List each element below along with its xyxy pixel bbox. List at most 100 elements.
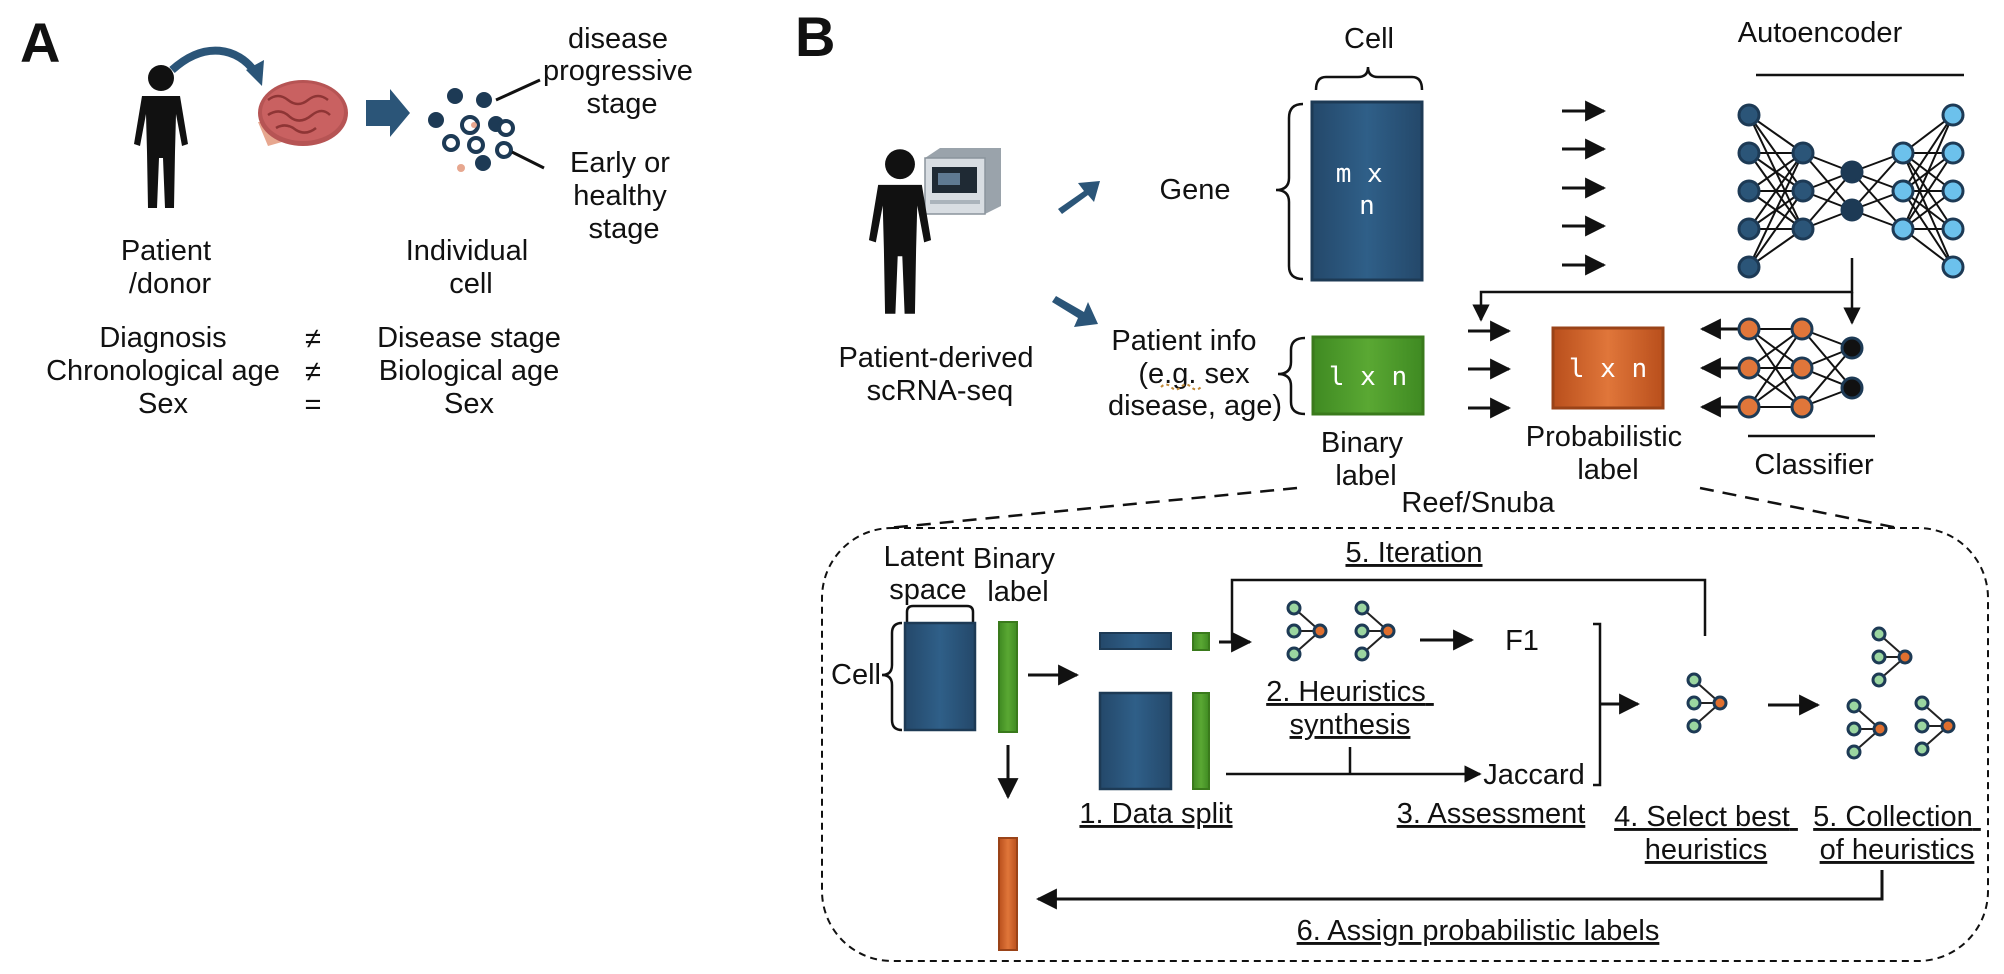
synthesis-heuristic-icon-1 bbox=[1286, 600, 1328, 662]
collection-heuristic-icon-3 bbox=[1914, 695, 1956, 757]
network-node bbox=[1737, 103, 1761, 127]
heuristics-synthesis-label: 2. Heuristics synthesis bbox=[1266, 676, 1434, 741]
binary-matrix-text: l x n bbox=[1329, 362, 1407, 392]
workflow-probabilistic-bar bbox=[998, 837, 1018, 951]
latent-brace bbox=[905, 604, 975, 622]
select-best-label: 4. Select best heuristics bbox=[1614, 801, 1798, 866]
network-node bbox=[1891, 179, 1915, 203]
info-brace bbox=[1277, 336, 1306, 416]
equal-symbol: = bbox=[305, 389, 322, 421]
iteration-loop-line bbox=[1230, 578, 1707, 642]
upper-flow-arrow-icon bbox=[1058, 181, 1100, 214]
reef-snuba-label: Reef/Snuba bbox=[1401, 487, 1555, 519]
data-split-label: 1. Data split bbox=[1079, 798, 1232, 830]
network-node bbox=[1790, 317, 1814, 341]
iteration-label: 5. Iteration bbox=[1345, 537, 1482, 569]
prob-matrix-text: l x n bbox=[1569, 354, 1647, 384]
workflow-cell-brace bbox=[881, 621, 903, 732]
assessment-label: 3. Assessment bbox=[1397, 798, 1586, 830]
patient-info-label: Patient info (e.g. sex disease, age) bbox=[1108, 325, 1282, 422]
network-node bbox=[1791, 179, 1815, 203]
panel-a-letter: A bbox=[20, 11, 60, 74]
network-node bbox=[1790, 356, 1814, 380]
gene-label: Gene bbox=[1160, 174, 1231, 206]
encoder-arrows bbox=[1562, 100, 1607, 276]
classifier-network bbox=[1737, 317, 1864, 419]
network-node bbox=[1840, 160, 1864, 184]
network-node bbox=[1791, 217, 1815, 241]
reef-snuba-workflow-box bbox=[821, 527, 1989, 962]
autoencoder-label: Autoencoder bbox=[1738, 17, 1903, 49]
cell-brace bbox=[1314, 66, 1424, 91]
collection-heuristic-icon-2 bbox=[1846, 698, 1888, 760]
workflow-binary-label: Binary label bbox=[973, 543, 1063, 608]
patient-donor-label: Patient /donor bbox=[121, 235, 219, 300]
cell-header-label: Cell bbox=[1344, 23, 1394, 55]
classifier-label: Classifier bbox=[1754, 449, 1874, 481]
chronological-age-label: Chronological age bbox=[46, 355, 280, 387]
gene-cell-matrix bbox=[1310, 100, 1424, 282]
network-node bbox=[1737, 179, 1761, 203]
zoom-line-left bbox=[887, 486, 1298, 530]
network-node bbox=[1941, 179, 1965, 203]
transfer-arrowhead-icon bbox=[246, 60, 264, 86]
binary-label-caption: Binary label bbox=[1321, 427, 1411, 492]
spelling-underline bbox=[1160, 383, 1202, 391]
probabilistic-label-caption: Probabilistic label bbox=[1526, 421, 1690, 486]
split-large-bar bbox=[1192, 692, 1210, 790]
network-node bbox=[1840, 376, 1864, 400]
synthesis-heuristic-icon-2 bbox=[1354, 600, 1396, 662]
f1-label: F1 bbox=[1505, 625, 1539, 657]
network-node bbox=[1941, 255, 1965, 279]
biological-age-label: Biological age bbox=[379, 355, 560, 387]
network-node bbox=[1791, 141, 1815, 165]
sex-right-label: Sex bbox=[444, 388, 494, 420]
network-node bbox=[1737, 395, 1761, 419]
latent-matrix bbox=[903, 621, 977, 732]
latent-space-label: Latent space bbox=[884, 541, 973, 606]
workflow-cell-label: Cell bbox=[831, 659, 881, 691]
network-node bbox=[1941, 217, 1965, 241]
patient-derived-label: Patient-derived scRNA-seq bbox=[838, 342, 1041, 407]
network-node bbox=[1840, 198, 1864, 222]
process-arrow-icon bbox=[366, 89, 410, 137]
disease-stage-label: disease progressive stage bbox=[543, 23, 701, 120]
collection-label: 5. Collection of heuristics bbox=[1813, 801, 1981, 866]
early-stage-label: Early or healthy stage bbox=[570, 147, 678, 245]
panel-b-letter: B bbox=[795, 5, 835, 68]
disease-stage-label: Disease stage bbox=[377, 322, 561, 354]
network-node bbox=[1941, 103, 1965, 127]
split-small-matrix bbox=[1099, 632, 1172, 650]
binary-to-prob-arrows bbox=[1468, 320, 1512, 419]
zoom-line-right bbox=[1699, 486, 1899, 530]
cells-icon bbox=[428, 88, 515, 172]
not-equal-symbol-2: ≠ bbox=[305, 356, 321, 388]
latent-to-probabilistic-connector bbox=[1472, 258, 1854, 322]
network-node bbox=[1891, 141, 1915, 165]
assessment-bracket bbox=[1593, 622, 1602, 787]
network-node bbox=[1790, 395, 1814, 419]
brain-icon bbox=[258, 80, 348, 146]
probabilistic-label-matrix bbox=[1551, 326, 1665, 410]
collection-heuristic-icon-1 bbox=[1871, 626, 1913, 688]
best-heuristic-icon bbox=[1686, 672, 1728, 734]
patient-b-icon bbox=[868, 149, 932, 314]
network-node bbox=[1737, 217, 1761, 241]
individual-cell-label: Individual cell bbox=[406, 235, 537, 300]
transfer-arrow-icon bbox=[169, 46, 259, 75]
assign-arrow bbox=[1035, 870, 1884, 910]
network-node bbox=[1891, 217, 1915, 241]
sex-left-label: Sex bbox=[138, 388, 188, 420]
network-node bbox=[1737, 356, 1761, 380]
matrix-dim-text: m x n bbox=[1336, 159, 1399, 221]
binary-label-matrix bbox=[1311, 335, 1425, 416]
autoencoder-network bbox=[1737, 103, 1965, 279]
network-node bbox=[1840, 336, 1864, 360]
network-node bbox=[1737, 255, 1761, 279]
patient-icon bbox=[134, 65, 188, 208]
workflow-binary-bar bbox=[998, 621, 1018, 733]
lower-flow-arrow-icon bbox=[1052, 296, 1098, 327]
assign-labels-label: 6. Assign probabilistic labels bbox=[1297, 915, 1660, 947]
gene-brace bbox=[1275, 102, 1304, 281]
